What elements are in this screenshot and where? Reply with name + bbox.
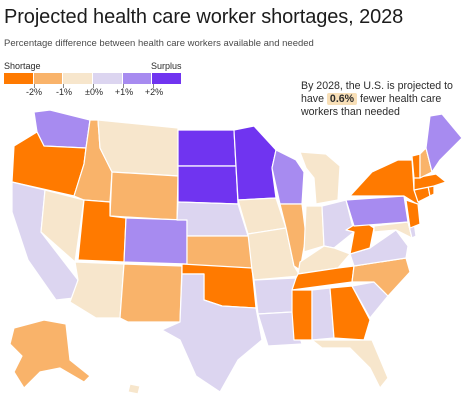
color-legend: Shortage Surplus -2% -1% ±0% +1% +2% xyxy=(4,61,184,101)
state-georgia xyxy=(329,285,371,341)
state-colorado xyxy=(123,217,188,265)
annotation-highlight-value: 0.6% xyxy=(326,93,358,105)
state-pennsylvania xyxy=(345,195,409,227)
legend-swatches xyxy=(4,73,182,84)
us-state-map xyxy=(9,109,463,395)
state-maine xyxy=(425,113,463,173)
chart-subtitle: Percentage difference between health car… xyxy=(4,38,314,49)
annotation-text-after: fewer health care workers than needed xyxy=(301,93,442,118)
legend-tick-label: +1% xyxy=(114,87,134,97)
state-wisconsin xyxy=(271,149,305,205)
state-north-dakota xyxy=(177,129,237,167)
state-vermont xyxy=(411,153,421,179)
legend-tick-mark xyxy=(93,84,94,88)
state-hawaii xyxy=(127,383,141,395)
legend-swatch-6 xyxy=(152,73,182,84)
state-arkansas xyxy=(253,277,297,315)
state-arizona xyxy=(69,261,125,319)
state-ohio xyxy=(321,199,355,249)
legend-tick-label: -2% xyxy=(25,87,43,97)
state-mississippi xyxy=(291,289,313,341)
legend-tick-label: -1% xyxy=(55,87,73,97)
state-minnesota xyxy=(233,125,277,201)
state-maryland xyxy=(373,221,413,239)
legend-swatch-3 xyxy=(63,73,93,84)
state-montana xyxy=(97,119,179,177)
legend-tick-label: +2% xyxy=(144,87,164,97)
state-michigan xyxy=(299,151,341,205)
state-south-dakota xyxy=(177,165,239,205)
state-texas xyxy=(161,273,263,393)
state-wyoming xyxy=(109,171,179,221)
state-new-york xyxy=(349,159,421,207)
state-florida xyxy=(311,339,389,389)
legend-tick-mark xyxy=(63,84,64,88)
national-projection-annotation: By 2028, the U.S. is projected to have 0… xyxy=(301,80,471,119)
legend-tick-mark xyxy=(153,84,154,88)
state-massachusetts xyxy=(413,173,447,191)
legend-shortage-label: Shortage xyxy=(4,61,41,71)
legend-swatch-1 xyxy=(4,73,33,84)
legend-tick-label: ±0% xyxy=(85,87,103,97)
legend-ticks: -2% -1% ±0% +1% +2% xyxy=(4,87,184,99)
legend-swatch-2 xyxy=(33,73,63,84)
state-indiana xyxy=(303,205,325,253)
state-nebraska xyxy=(176,201,249,237)
state-new-jersey xyxy=(405,199,421,229)
state-alaska xyxy=(9,319,91,389)
annotation-text-before: By 2028, the U.S. is projected to have xyxy=(301,80,453,105)
legend-surplus-label: Surplus xyxy=(151,61,182,71)
legend-tick-mark xyxy=(123,84,124,88)
state-louisiana xyxy=(257,311,303,347)
legend-swatch-4 xyxy=(93,73,122,84)
chart-title: Projected health care worker shortages, … xyxy=(4,6,404,28)
legend-swatch-5 xyxy=(122,73,152,84)
legend-tick-mark xyxy=(34,84,35,88)
state-new-mexico xyxy=(119,263,183,323)
